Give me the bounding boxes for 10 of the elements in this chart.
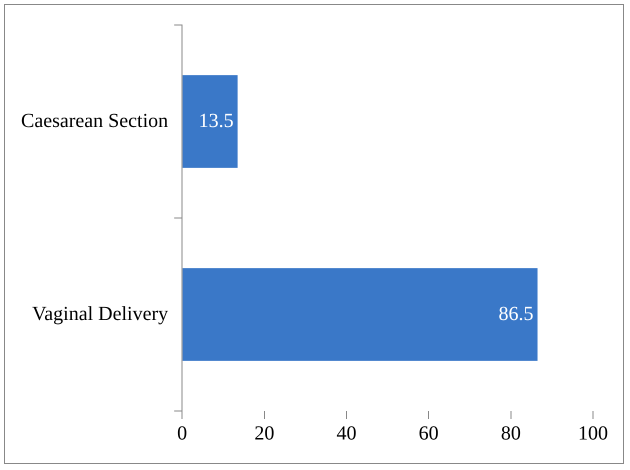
x-tick-label: 60 — [418, 422, 439, 444]
data-label: 86.5 — [498, 302, 534, 325]
y-tick-label: Caesarean Section — [20, 110, 168, 132]
x-tick-label: 0 — [177, 422, 188, 444]
x-tick-label: 100 — [578, 422, 608, 444]
x-tick-label: 40 — [336, 422, 356, 444]
x-tick-label: 20 — [254, 422, 274, 444]
y-tick-label: Vaginal Delivery — [32, 302, 168, 325]
x-tick-label: 80 — [500, 422, 521, 444]
data-label: 13.5 — [198, 110, 234, 132]
